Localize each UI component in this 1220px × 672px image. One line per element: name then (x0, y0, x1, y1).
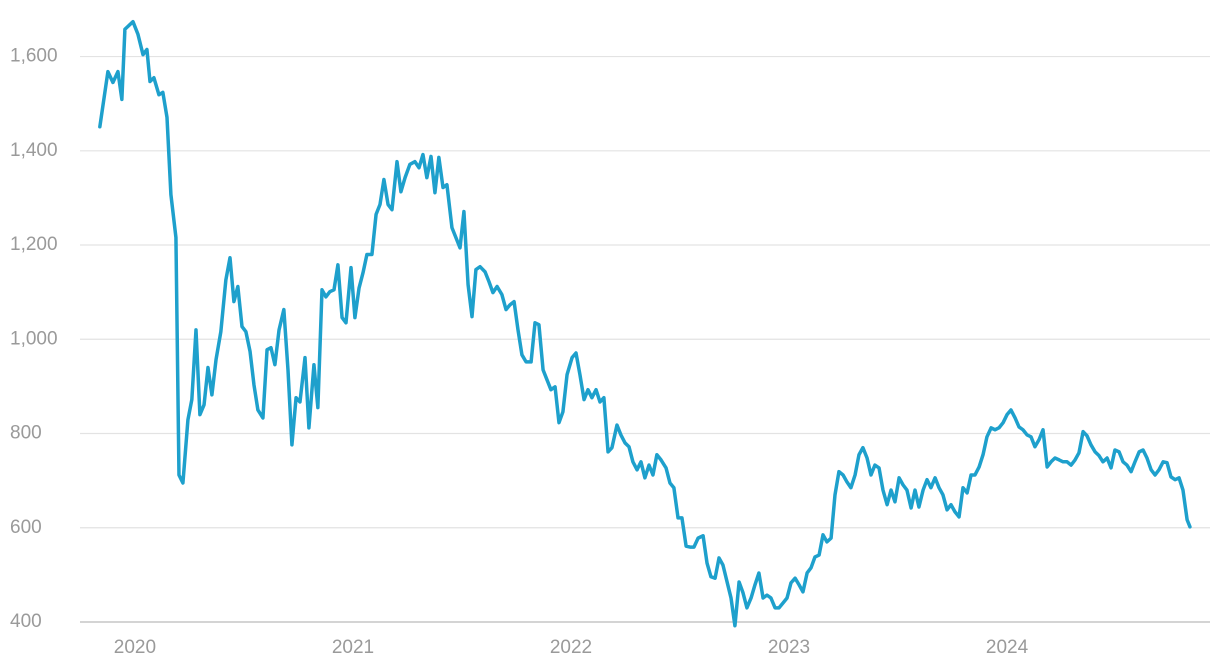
y-tick-label: 1,200 (10, 234, 58, 255)
y-tick-label: 400 (10, 611, 42, 632)
data-line (98, 19, 1192, 628)
y-tick-label: 1,400 (10, 140, 58, 161)
x-tick-label: 2023 (768, 637, 810, 658)
y-tick-label: 600 (10, 517, 42, 538)
x-tick-label: 2020 (114, 637, 156, 658)
y-tick-label: 1,600 (10, 46, 58, 67)
x-tick-label: 2021 (332, 637, 374, 658)
y-tick-label: 800 (10, 423, 42, 444)
x-tick-label: 2022 (550, 637, 592, 658)
y-tick-label: 1,000 (10, 328, 58, 349)
x-tick-label: 2024 (986, 637, 1029, 658)
